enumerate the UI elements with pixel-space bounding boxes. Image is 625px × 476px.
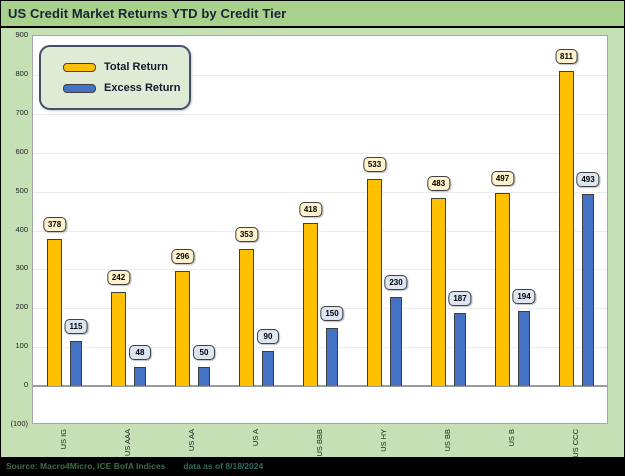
excess-return-swatch-icon [63, 83, 96, 93]
chart-area: 378 115 242 48 296 50 353 90 418 150 533 230 483 187 4… [1, 28, 624, 458]
total-return-bar-us-hy [367, 178, 382, 387]
plot-area: 378 115 242 48 296 50 353 90 418 150 533 230 483 187 4… [32, 35, 608, 424]
legend-item-excess-return: Excess Return [63, 82, 189, 94]
total-return-bar-us-a [239, 248, 254, 387]
excess-return-bar-us-ccc [582, 194, 594, 387]
gridline [33, 74, 607, 76]
excess-return-bar-us-aa [198, 366, 210, 387]
y-tick-label: (100) [10, 419, 28, 428]
as-of-text: data as of 8/18/2024 [183, 461, 264, 471]
y-tick-label: 400 [15, 224, 28, 234]
excess-return-bar-us-a [262, 351, 274, 387]
total-return-bar-us-bbb [303, 223, 318, 387]
excess-return-value-label-us-aaa: 48 [129, 345, 151, 361]
x-category-label-us-bbb: US BBB [315, 429, 324, 457]
legend-label-total-return: Total Return [104, 61, 168, 73]
y-tick-label: 0 [23, 380, 28, 390]
source-footer: Source: Macro4Micro, ICE BofA Indices da… [1, 457, 624, 475]
excess-return-value-label-us-aa: 50 [193, 344, 215, 360]
y-tick-label: 900 [15, 30, 28, 39]
total-return-value-label-us-aa: 296 [170, 248, 195, 264]
legend-label-excess-return: Excess Return [104, 82, 181, 94]
total-return-value-label-us-a: 353 [234, 226, 259, 242]
legend: Total Return Excess Return [39, 45, 191, 110]
gridline [33, 113, 607, 115]
excess-return-value-label-us-ccc: 493 [576, 172, 600, 188]
total-return-value-label-us-bbb: 418 [298, 201, 323, 217]
chart-title-bar: US Credit Market Returns YTD by Credit T… [1, 1, 624, 28]
total-return-bar-us-ccc [559, 70, 574, 387]
excess-return-bar-us-bbb [326, 327, 338, 387]
total-return-bar-us-bb [431, 198, 446, 387]
total-return-swatch-icon [63, 62, 96, 72]
x-category-label-us-ccc: US CCC [571, 429, 580, 458]
y-tick-label: 300 [15, 263, 28, 273]
y-tick-label: 800 [15, 68, 28, 78]
excess-return-value-label-us-ig: 115 [64, 319, 88, 335]
excess-return-bar-us-b [518, 310, 530, 387]
total-return-value-label-us-bb: 483 [426, 176, 451, 192]
zero-baseline [33, 385, 607, 388]
source-text: Source: Macro4Micro, ICE BofA Indices [6, 461, 166, 471]
chart-title: US Credit Market Returns YTD by Credit T… [8, 6, 287, 21]
excess-return-value-label-us-a: 90 [257, 329, 279, 345]
gridline [33, 152, 607, 154]
y-tick-label: 700 [15, 107, 28, 117]
excess-return-value-label-us-b: 194 [512, 288, 536, 304]
gridline [33, 191, 607, 193]
x-category-label-us-aaa: US AAA [123, 429, 132, 457]
total-return-bar-us-aaa [111, 291, 126, 387]
excess-return-bar-us-bb [454, 313, 466, 387]
total-return-value-label-us-ig: 378 [42, 217, 67, 233]
excess-return-value-label-us-hy: 230 [384, 274, 408, 290]
y-tick-label: 200 [15, 302, 28, 312]
legend-item-total-return: Total Return [63, 61, 189, 73]
gridline [33, 347, 607, 349]
x-category-label-us-bb: US BB [443, 429, 452, 452]
y-tick-label: 500 [15, 185, 28, 195]
total-return-bar-us-b [495, 192, 510, 387]
excess-return-value-label-us-bb: 187 [448, 291, 472, 307]
x-category-label-us-hy: US HY [379, 429, 388, 452]
x-category-label-us-aa: US AA [187, 429, 196, 452]
y-tick-label: 600 [15, 146, 28, 156]
total-return-value-label-us-ccc: 811 [555, 48, 578, 64]
excess-return-value-label-us-bbb: 150 [320, 305, 344, 321]
excess-return-bar-us-aaa [134, 367, 146, 387]
x-category-label-us-a: US A [251, 429, 260, 447]
excess-return-bar-us-hy [390, 296, 402, 387]
total-return-bar-us-ig [47, 239, 62, 387]
gridline [33, 230, 607, 232]
total-return-value-label-us-aaa: 242 [106, 269, 131, 285]
gridline [33, 269, 607, 271]
x-category-label-us-ig: US IG [59, 429, 68, 450]
total-return-value-label-us-hy: 533 [362, 156, 387, 172]
excess-return-bar-us-ig [70, 341, 82, 387]
total-return-value-label-us-b: 497 [490, 170, 515, 186]
total-return-bar-us-aa [175, 270, 190, 387]
x-category-label-us-b: US B [507, 429, 516, 447]
y-tick-label: 100 [15, 341, 28, 351]
gridline [33, 308, 607, 310]
